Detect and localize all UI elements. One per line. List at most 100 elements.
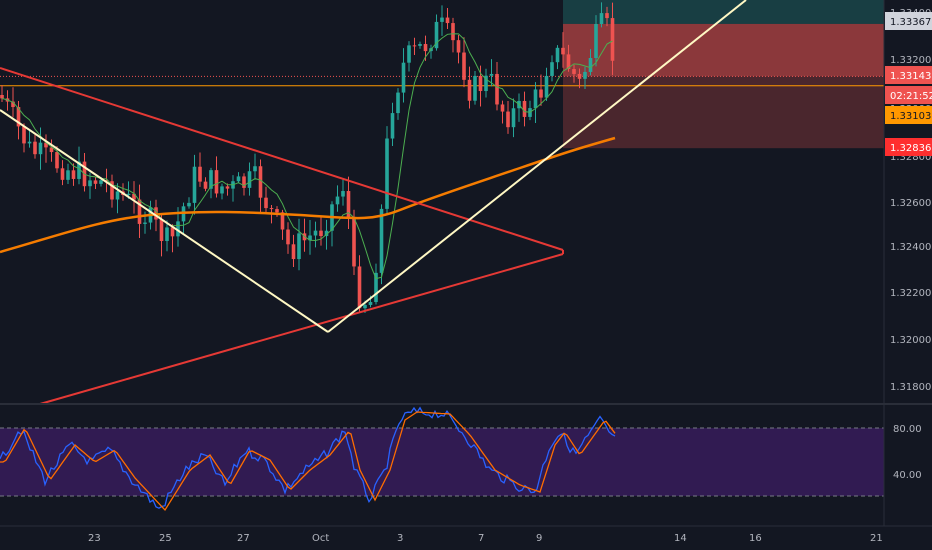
take-profit-zone: [563, 0, 884, 24]
candle-body: [110, 181, 114, 200]
candle-body: [16, 107, 21, 127]
candle-body: [236, 176, 241, 182]
candle-body: [363, 304, 367, 309]
time-axis-label: 27: [237, 533, 250, 544]
candle-body: [143, 222, 147, 224]
candle-body: [418, 44, 422, 46]
price-tag-label: 1.32836: [890, 143, 931, 154]
candle-body: [550, 62, 554, 76]
stop-loss-zone: [563, 76, 884, 149]
candle-body: [264, 197, 268, 209]
price-axis[interactable]: 1.33400 1.33200 1.33000 1.32800 1.32600 …: [890, 8, 931, 393]
candle-body: [566, 54, 571, 70]
candle-body: [280, 212, 285, 230]
time-axis-label: 16: [749, 533, 762, 544]
candle-body: [258, 166, 263, 198]
price-tag-label: 1.33367: [890, 17, 931, 28]
candle-body: [533, 89, 538, 109]
price-axis-label: 1.32600: [890, 198, 931, 209]
price-axis-label: 1.31800: [890, 382, 931, 393]
candle-body: [247, 171, 252, 188]
candle-body: [38, 142, 43, 155]
candle-body: [610, 18, 615, 61]
price-axis-label: 1.32200: [890, 288, 931, 299]
candle-body: [22, 126, 26, 144]
candle-body: [555, 47, 560, 63]
price-tag-label: 1.33143: [890, 71, 931, 82]
candle-body: [198, 166, 202, 182]
ema-slow-line: [0, 136, 616, 254]
candle-body: [511, 108, 516, 128]
time-axis-label: 7: [478, 533, 484, 544]
stochastic-axis-label: 80.00: [893, 424, 922, 435]
candle-body: [346, 191, 351, 217]
candle-body: [588, 58, 593, 72]
candle-body: [44, 142, 48, 148]
candle-body: [456, 40, 461, 53]
candle-body: [605, 13, 609, 19]
candle-body: [137, 199, 142, 224]
triangle-lower-trendline: [39, 253, 564, 405]
stochastic-axis[interactable]: 80.00 40.00: [893, 424, 922, 481]
candle-body: [49, 147, 54, 153]
candle-body: [539, 89, 543, 98]
candle-body: [132, 193, 136, 200]
candle-body: [335, 196, 340, 205]
price-axis-label: 1.32400: [890, 242, 931, 253]
candle-body: [379, 208, 384, 273]
candle-body: [594, 24, 598, 59]
time-axis[interactable]: 23 25 27 Oct 3 7 9 14 16 21: [88, 533, 883, 544]
candle-body: [313, 230, 318, 236]
candle-body: [401, 62, 406, 93]
candle-body: [374, 272, 378, 303]
time-axis-label: 23: [88, 533, 101, 544]
candle-body: [434, 21, 439, 49]
candle-body: [445, 17, 450, 24]
candle-body: [93, 180, 98, 184]
candle-body: [440, 17, 444, 22]
candle-body: [522, 100, 527, 117]
candle-body: [412, 45, 417, 47]
candle-body: [275, 209, 279, 213]
candle-body: [253, 166, 257, 172]
candle-body: [11, 101, 15, 108]
candle-body: [352, 216, 356, 267]
price-tag-box: [885, 66, 932, 84]
candle-body: [500, 104, 505, 112]
candle-body: [104, 180, 109, 182]
price-pane[interactable]: [0, 0, 884, 405]
candle-body: [126, 193, 131, 195]
candle-body: [484, 75, 488, 92]
stochastic-band: [0, 428, 884, 496]
candle-body: [291, 244, 296, 260]
time-axis-label: Oct: [312, 533, 329, 544]
time-axis-label: 3: [397, 533, 403, 544]
time-axis-label: 25: [159, 533, 172, 544]
candle-body: [489, 73, 494, 76]
candle-body: [99, 180, 103, 184]
descending-trendline: [0, 109, 329, 333]
candle-body: [341, 191, 345, 197]
candle-body: [220, 186, 224, 194]
candle-body: [506, 111, 510, 128]
candle-body: [242, 176, 246, 188]
candle-body: [187, 202, 191, 207]
candle-body: [583, 71, 587, 79]
candle-body: [115, 191, 120, 200]
stochastic-axis-label: 40.00: [893, 470, 922, 481]
ascending-trendline: [327, 0, 747, 333]
candle-body: [478, 75, 483, 92]
moving-average-fast-line: [1, 33, 613, 280]
time-axis-label: 14: [674, 533, 687, 544]
price-tag-box: [885, 138, 932, 156]
candle-body: [390, 113, 395, 139]
candle-body: [462, 52, 466, 80]
candle-body: [176, 221, 180, 237]
candle-body: [572, 69, 576, 74]
candle-body: [33, 141, 37, 155]
stochastic-pane[interactable]: [0, 406, 884, 512]
candle-body: [308, 235, 312, 241]
candle-body: [55, 152, 59, 169]
loss-zone-upper: [563, 23, 884, 77]
